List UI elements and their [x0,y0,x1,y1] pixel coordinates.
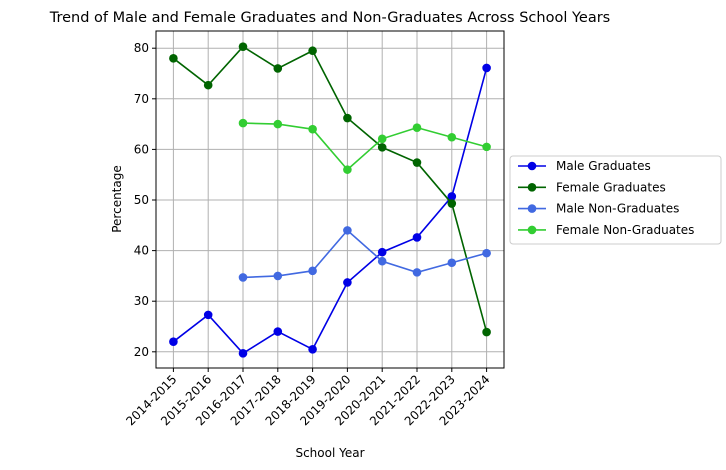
data-point [203,80,213,90]
data-point [377,143,387,152]
legend-item: Male Graduates [518,159,651,173]
series-2 [238,226,491,282]
data-point [169,54,178,63]
series-layer [169,42,491,358]
data-point [482,63,491,73]
data-point [482,142,491,152]
data-point [238,118,248,128]
data-point [308,344,317,354]
data-point [447,258,457,268]
data-point [343,113,352,123]
data-point [482,248,491,258]
data-point [308,124,317,134]
data-point [273,119,283,129]
data-point [412,268,422,277]
legend: Male Graduates Female Graduates Male Non-G… [509,155,722,245]
legend-label: Male Non-Graduates [556,202,679,216]
data-point [412,158,422,167]
x-axis-label: School Year [295,446,364,460]
data-point [377,256,387,266]
data-point [377,247,387,257]
data-point [482,327,491,337]
legend-label: Female Non-Graduates [556,223,694,237]
data-point [377,134,387,144]
series-1 [169,42,491,337]
y-axis-label: Percentage [110,165,124,233]
data-point [169,337,178,346]
data-point [238,349,248,358]
data-point [203,310,213,320]
data-point [273,327,283,336]
legend-swatch-marker [527,161,537,171]
data-point [343,278,352,287]
data-point [412,233,422,242]
legend-item: Female Graduates [518,180,666,194]
data-point [273,64,283,73]
legend-box [509,155,722,245]
y-tick-label: 50 [134,193,149,207]
series-line [172,45,488,333]
data-point [273,271,283,281]
data-point [308,46,317,56]
y-tick-label: 40 [134,244,149,258]
series-line [172,67,488,355]
data-point [447,199,457,208]
series-0 [169,63,491,358]
legend-item: Male Non-Graduates [518,202,679,216]
data-point [238,42,248,51]
y-tick-label: 80 [134,41,149,55]
data-point [412,123,422,132]
plot-frame [155,30,505,369]
data-point [238,273,248,282]
legend-swatch-marker [527,183,537,192]
legend-label: Female Graduates [556,180,666,194]
y-tick-label: 20 [134,345,149,359]
series-line [242,229,487,279]
data-point [343,165,352,174]
data-point [308,266,317,276]
chart-title: Trend of Male and Female Graduates and N… [49,10,610,26]
legend-label: Male Graduates [556,159,651,173]
series-line [242,122,487,171]
legend-item: Female Non-Graduates [518,223,694,237]
legend-swatch-marker [527,204,537,213]
y-tick-label: 70 [134,92,149,106]
y-tick-label: 60 [134,142,149,156]
data-point [447,192,457,201]
series-3 [238,118,491,174]
data-point [343,226,352,235]
data-point [447,132,457,142]
y-tick-label: 30 [134,294,149,308]
axes-layer [155,30,505,369]
legend-swatch-marker [527,225,537,235]
